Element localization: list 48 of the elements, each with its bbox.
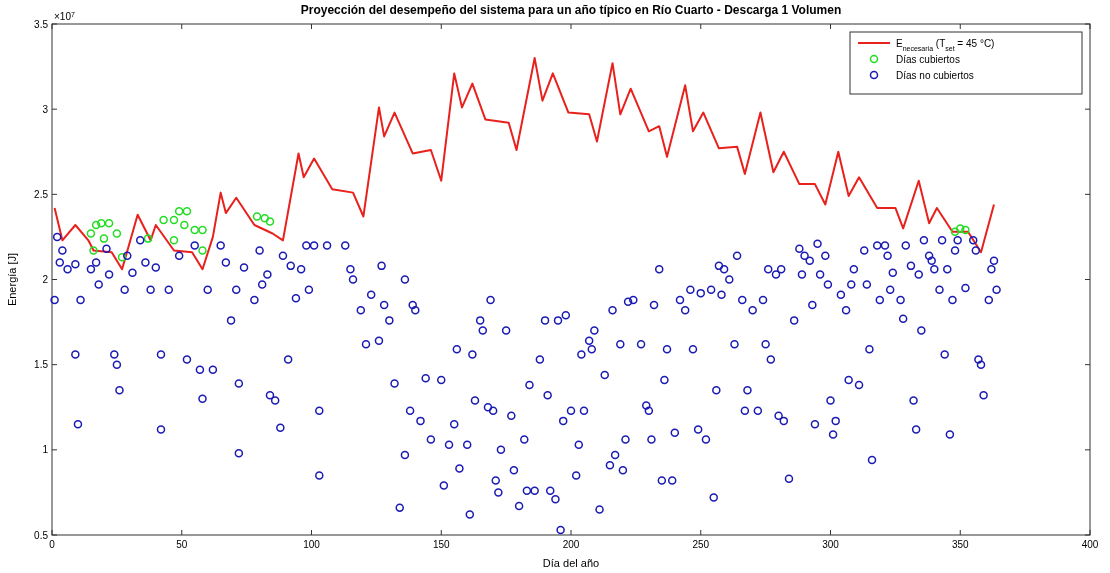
point [97,219,106,228]
point [89,246,98,255]
y-tick-label: 3.5 [34,18,49,30]
x-tick-label: 250 [692,539,710,550]
y-tick-label: 2.5 [34,188,49,200]
x-tick-label: 300 [822,539,840,550]
point [99,234,109,243]
y-tick-label: 2 [42,274,49,285]
point [182,207,192,216]
point [169,215,179,225]
legend-label: Días cubiertos [896,54,960,65]
x-axis-title: Día del año [542,557,600,569]
x-tick-label: 150 [432,539,451,550]
y-axis-title: Energía [J] [6,252,18,307]
y-tick-label: 1.5 [34,359,49,371]
x-tick-label: 0 [49,539,56,550]
point [956,224,965,233]
point [91,220,101,230]
point [86,229,96,238]
y-tick-label: 0.5 [34,529,49,541]
point [260,213,270,223]
x-tick-label: 200 [562,539,580,550]
chart-title: Proyección del desempeño del sistema para un año típico en Río Cuarto - Descarga 1 Volumen [300,3,842,17]
x-tick-label: 400 [1081,539,1099,550]
y-tick-label: 1 [42,444,49,456]
x-tick-label: 50 [176,539,188,550]
point [961,225,970,235]
text: ×10$^{7}$ [54,10,75,22]
point [174,207,184,216]
point [169,236,179,245]
point [252,212,262,221]
point [112,229,122,238]
point [950,227,960,237]
point [143,234,153,243]
point [198,246,207,255]
point [190,225,199,235]
x-tick-label: 100 [303,539,321,550]
point [117,253,127,262]
point [159,215,168,225]
point [104,219,114,228]
point [180,220,189,230]
line-series [53,57,995,271]
y-tick-label: 3 [42,103,49,115]
legend-label: E$_{necesaria}$ (T$_{set}$ = 45 °C) [896,38,995,52]
x-tick-label: 350 [951,539,970,550]
legend-label: Días no cubiertos [896,70,974,81]
point [265,217,275,226]
point [198,225,207,235]
